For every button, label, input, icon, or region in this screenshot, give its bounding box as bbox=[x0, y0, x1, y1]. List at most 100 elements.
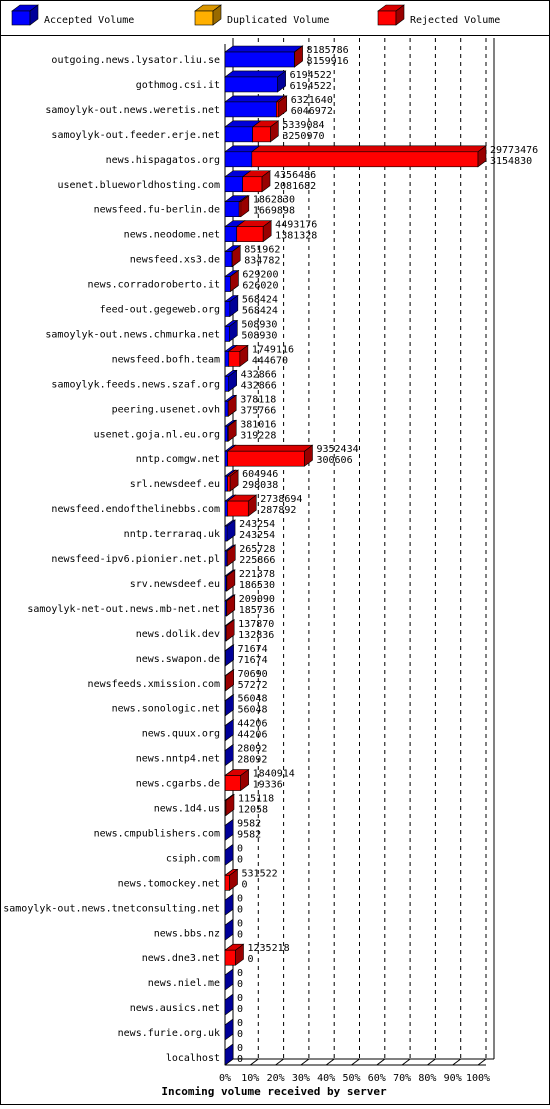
bar-front bbox=[243, 177, 262, 192]
accepted-label: 0 bbox=[237, 1054, 243, 1065]
bar-front bbox=[225, 227, 237, 242]
bar-front bbox=[225, 277, 230, 292]
accepted-label: 19336 bbox=[253, 780, 283, 791]
x-tick-label: 0% bbox=[219, 1073, 231, 1084]
total-label: 56048 bbox=[237, 694, 267, 705]
bar-top bbox=[225, 96, 284, 102]
accepted-label: 0 bbox=[237, 1004, 243, 1015]
total-label: 1235218 bbox=[247, 943, 289, 954]
legend-item bbox=[12, 5, 38, 25]
x-tick-label: 60% bbox=[368, 1073, 386, 1084]
total-label: 0 bbox=[237, 918, 243, 929]
total-label: 6321640 bbox=[291, 95, 333, 106]
accepted-label: 3250970 bbox=[282, 131, 324, 142]
total-label: 0 bbox=[237, 1018, 243, 1029]
bar-front bbox=[276, 102, 278, 117]
bar-front bbox=[225, 950, 235, 965]
accepted-label: 186530 bbox=[239, 580, 275, 591]
accepted-label: 0 bbox=[237, 1029, 243, 1040]
total-label: 4356486 bbox=[274, 170, 316, 181]
x-axis-title: Incoming volume received by server bbox=[161, 1085, 387, 1098]
accepted-label: 626020 bbox=[242, 281, 278, 292]
category-label: samoylyk-out.news.tnetconsulting.net bbox=[3, 903, 220, 914]
accepted-label: 71674 bbox=[238, 655, 268, 666]
category-label: samoylyk-out.news.chmurka.net bbox=[45, 329, 220, 340]
bar-front bbox=[225, 401, 228, 416]
category-label: news.hispagatos.org bbox=[106, 155, 220, 166]
total-label: 9582 bbox=[237, 818, 261, 829]
total-label: 378118 bbox=[240, 394, 276, 405]
accepted-label: 432866 bbox=[241, 380, 277, 391]
x-tick-label: 70% bbox=[393, 1073, 411, 1084]
category-label: news.neodome.net bbox=[124, 230, 220, 241]
category-label: news.dolik.dev bbox=[136, 629, 220, 640]
total-label: 629200 bbox=[242, 270, 278, 281]
total-label: 209090 bbox=[239, 594, 275, 605]
category-label: newsfeed.bofh.team bbox=[112, 354, 220, 365]
category-label: news.furie.org.uk bbox=[118, 1028, 220, 1039]
bar-front bbox=[225, 102, 276, 117]
x-tick-label: 90% bbox=[444, 1073, 462, 1084]
rejected-bar bbox=[228, 445, 313, 466]
bar-front bbox=[225, 476, 228, 491]
total-label: 1749116 bbox=[252, 344, 294, 355]
category-label: nntp.comgw.net bbox=[136, 454, 220, 465]
accepted-label: 225866 bbox=[239, 555, 275, 566]
total-label: 1862830 bbox=[253, 195, 295, 206]
category-label: news.corradoroberto.it bbox=[88, 280, 220, 291]
accepted-label: 132836 bbox=[238, 630, 274, 641]
bar-front bbox=[225, 252, 232, 267]
category-label: news.cgarbs.de bbox=[136, 779, 220, 790]
accepted-label: 185736 bbox=[239, 605, 275, 616]
accepted-label: 9582 bbox=[237, 829, 261, 840]
category-label: news.cmpublishers.com bbox=[94, 828, 220, 839]
accepted-bar bbox=[225, 71, 286, 92]
total-label: 0 bbox=[237, 893, 243, 904]
bar-front bbox=[225, 177, 243, 192]
total-label: 8185786 bbox=[307, 45, 349, 56]
accepted-bar bbox=[225, 96, 284, 117]
category-label: gothmog.csi.it bbox=[136, 80, 220, 91]
x-tick-label: 100% bbox=[466, 1073, 490, 1084]
bar-front bbox=[227, 501, 248, 516]
bar-front bbox=[225, 202, 239, 217]
accepted-label: 0 bbox=[247, 954, 253, 965]
total-label: 243254 bbox=[239, 519, 275, 530]
rejected-bar bbox=[225, 770, 248, 791]
category-label: newsfeed.xs3.de bbox=[130, 255, 220, 266]
bar-top bbox=[225, 46, 302, 52]
bar-front bbox=[225, 52, 294, 67]
total-label: 70690 bbox=[238, 669, 268, 680]
total-label: 6194522 bbox=[290, 70, 332, 81]
bar-top bbox=[252, 146, 486, 152]
total-label: 9352434 bbox=[316, 444, 358, 455]
category-label: localhost bbox=[166, 1053, 220, 1064]
accepted-label: 568424 bbox=[242, 306, 278, 317]
x-tick-label: 80% bbox=[418, 1073, 436, 1084]
accepted-label: 444670 bbox=[252, 355, 288, 366]
bar-front bbox=[225, 152, 252, 167]
category-label: news.sonologic.net bbox=[112, 704, 220, 715]
accepted-label: 508930 bbox=[241, 330, 277, 341]
category-label: samoylyk-net-out.news.mb-net.net bbox=[27, 604, 220, 615]
bar-front bbox=[225, 451, 228, 466]
total-label: 5339084 bbox=[282, 120, 324, 131]
accepted-label: 12058 bbox=[238, 805, 268, 816]
category-label: news.ausics.net bbox=[130, 1003, 220, 1014]
category-label: newsfeeds.xmission.com bbox=[88, 679, 220, 690]
category-label: news.quux.org bbox=[142, 729, 220, 740]
category-label: srv.newsdeef.eu bbox=[130, 579, 220, 590]
x-tick-label: 30% bbox=[292, 1073, 310, 1084]
total-label: 28092 bbox=[237, 744, 267, 755]
total-label: 568424 bbox=[242, 295, 278, 306]
total-label: 851962 bbox=[244, 245, 280, 256]
category-label: newsfeed.fu-berlin.de bbox=[94, 205, 220, 216]
category-label: news.tomockey.net bbox=[118, 878, 220, 889]
bar-front bbox=[195, 11, 213, 25]
accepted-label: 0 bbox=[237, 979, 243, 990]
category-label: news.niel.me bbox=[148, 978, 220, 989]
total-label: 4493176 bbox=[275, 220, 317, 231]
rejected-bar bbox=[237, 221, 271, 242]
total-label: 0 bbox=[237, 1043, 243, 1054]
accepted-label: 300606 bbox=[316, 455, 352, 466]
